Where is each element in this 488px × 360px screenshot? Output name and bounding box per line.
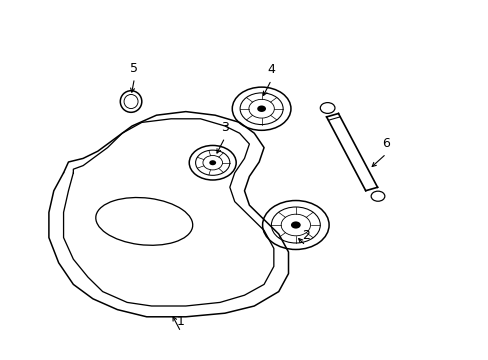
Circle shape	[290, 221, 300, 229]
Text: 5: 5	[130, 62, 138, 75]
Text: 4: 4	[267, 63, 275, 76]
Text: 2: 2	[301, 229, 309, 242]
Text: 6: 6	[382, 137, 389, 150]
Text: 1: 1	[177, 315, 184, 328]
Circle shape	[209, 160, 216, 165]
Circle shape	[257, 105, 265, 112]
Text: 3: 3	[221, 121, 228, 134]
